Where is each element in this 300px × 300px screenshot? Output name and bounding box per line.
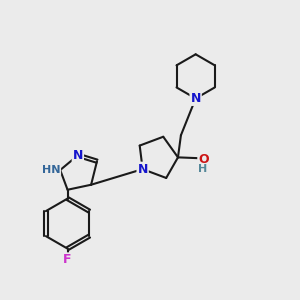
Text: N: N [190, 92, 201, 105]
Text: F: F [63, 253, 72, 266]
Text: N: N [73, 149, 83, 162]
Text: O: O [198, 153, 209, 166]
Text: HN: HN [42, 165, 60, 175]
Text: N: N [137, 163, 148, 176]
Text: H: H [198, 164, 208, 174]
